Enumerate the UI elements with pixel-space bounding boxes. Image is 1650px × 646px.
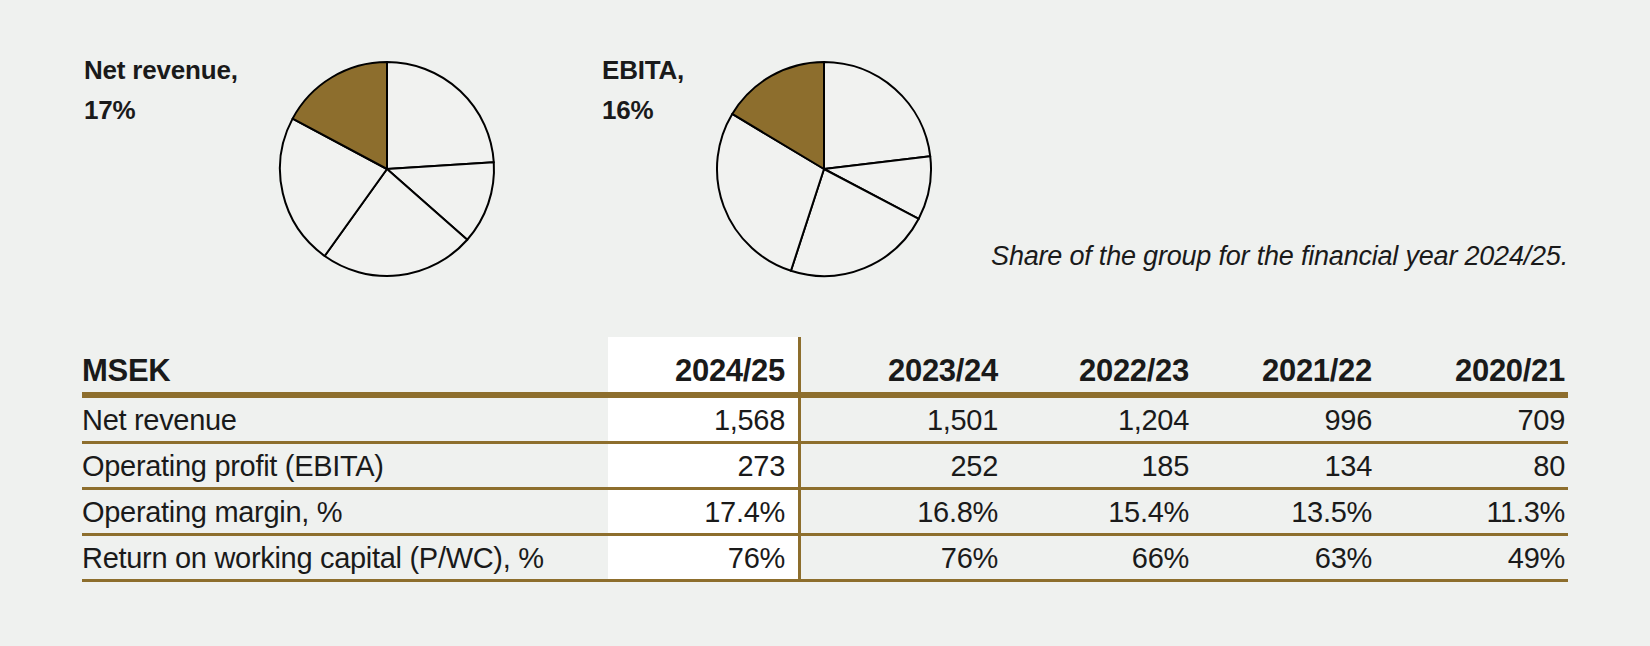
net-revenue-pie-label-line1: Net revenue, xyxy=(84,50,238,90)
table-row-label: Operating profit (EBITA) xyxy=(82,450,608,487)
table-year-header: 2023/24 xyxy=(798,353,1011,392)
table-cell: 11.3% xyxy=(1385,496,1568,533)
table-cell: 15.4% xyxy=(1011,496,1202,533)
ebita-pie-label: EBITA, 16% xyxy=(602,50,684,130)
table-cell: 16.8% xyxy=(798,496,1011,533)
table-unit-header: MSEK xyxy=(82,353,608,392)
net-revenue-pie-chart xyxy=(277,59,497,279)
table-year-header: 2021/22 xyxy=(1202,353,1385,392)
table-cell: 185 xyxy=(1011,450,1202,487)
table-cell: 273 xyxy=(608,450,798,487)
table-cell: 76% xyxy=(608,542,798,579)
net-revenue-pie-label: Net revenue, 17% xyxy=(84,50,238,130)
table-cell: 17.4% xyxy=(608,496,798,533)
table-year-header: 2024/25 xyxy=(608,353,798,392)
table-cell: 996 xyxy=(1202,404,1385,441)
table-row-label: Net revenue xyxy=(82,404,608,441)
table-row-label: Return on working capital (P/WC), % xyxy=(82,542,608,579)
table-cell: 1,501 xyxy=(798,404,1011,441)
table-rows-container: MSEK2024/252023/242022/232021/222020/21N… xyxy=(82,337,1568,582)
net-revenue-pie-label-line2: 17% xyxy=(84,90,238,130)
table-cell: 66% xyxy=(1011,542,1202,579)
table-cell: 252 xyxy=(798,450,1011,487)
table-cell: 1,204 xyxy=(1011,404,1202,441)
table-cell: 80 xyxy=(1385,450,1568,487)
ebita-pie-label-line2: 16% xyxy=(602,90,684,130)
table-row: Operating margin, %17.4%16.8%15.4%13.5%1… xyxy=(82,490,1568,536)
table-row: Net revenue1,5681,5011,204996709 xyxy=(82,398,1568,444)
table-row: Operating profit (EBITA)27325218513480 xyxy=(82,444,1568,490)
table-cell: 1,568 xyxy=(608,404,798,441)
table-row-label: Operating margin, % xyxy=(82,496,608,533)
table-cell: 49% xyxy=(1385,542,1568,579)
table-cell: 13.5% xyxy=(1202,496,1385,533)
table-cell: 63% xyxy=(1202,542,1385,579)
table-cell: 709 xyxy=(1385,404,1568,441)
financial-table: MSEK2024/252023/242022/232021/222020/21N… xyxy=(82,337,1568,582)
pie-slice xyxy=(387,62,494,169)
table-cell: 134 xyxy=(1202,450,1385,487)
table-row: Return on working capital (P/WC), %76%76… xyxy=(82,536,1568,582)
ebita-pie-label-line1: EBITA, xyxy=(602,50,684,90)
pie-slice xyxy=(824,62,930,169)
financial-overview-figure: Net revenue, 17% EBITA, 16% Share of the… xyxy=(0,0,1650,646)
figure-caption: Share of the group for the financial yea… xyxy=(991,240,1568,272)
table-cell: 76% xyxy=(798,542,1011,579)
table-header-row: MSEK2024/252023/242022/232021/222020/21 xyxy=(82,337,1568,398)
table-year-header: 2022/23 xyxy=(1011,353,1202,392)
table-year-header: 2020/21 xyxy=(1385,353,1568,392)
ebita-pie-chart xyxy=(714,59,934,279)
